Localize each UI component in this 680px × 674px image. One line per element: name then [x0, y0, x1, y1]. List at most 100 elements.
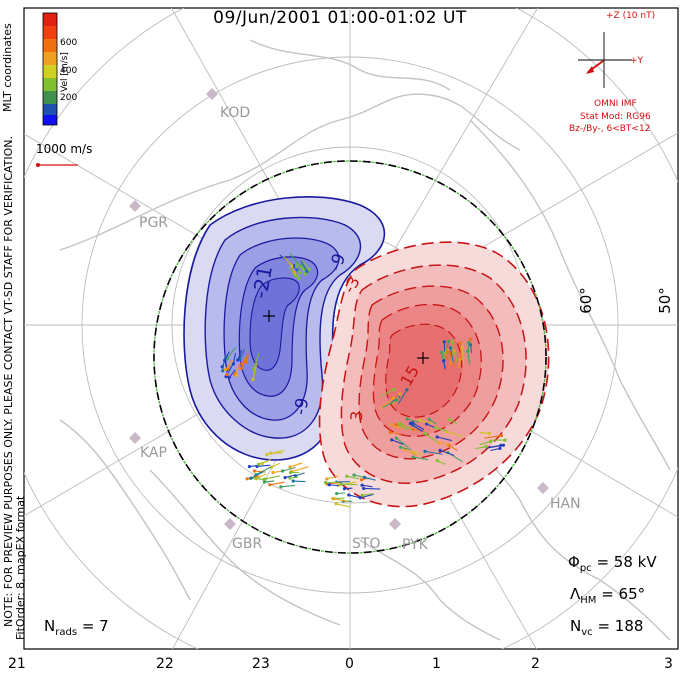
velocity-vector-origin [271, 470, 275, 475]
velocity-vector [397, 389, 408, 405]
plot-frame [23, 7, 679, 650]
velocity-vector [336, 503, 350, 508]
velocity-vector-origin [425, 422, 429, 426]
velocity-vector-origin [268, 483, 272, 487]
velocity-vector-origin [303, 272, 307, 276]
velocity-vector [360, 493, 374, 499]
velocity-vector-origin [388, 430, 392, 434]
velocity-vector-origin [423, 431, 428, 436]
velocity-vector-origin [446, 350, 450, 354]
velocity-vector [490, 447, 501, 452]
velocity-vector-origin [437, 440, 441, 445]
velocity-vector-origin [291, 479, 295, 483]
velocity-vector-origin [342, 487, 347, 491]
velocity-vector-origin [499, 434, 504, 438]
velocity-vector [326, 475, 339, 480]
velocity-vector [412, 451, 423, 455]
velocity-vector [382, 399, 397, 408]
velocity-vector-origin [442, 340, 446, 344]
imf-dial [578, 32, 632, 88]
velocity-vector-origin [359, 478, 364, 482]
velocity-vector [255, 466, 272, 476]
velocity-vector-origin [298, 271, 302, 275]
velocity-vector [389, 431, 402, 436]
station-label-kap: KAP [140, 445, 167, 461]
mlt-tick-0: 0 [345, 656, 354, 672]
velocity-vector-origin [394, 423, 398, 427]
velocity-vector [240, 357, 246, 369]
velocity-vector-origin [411, 421, 415, 425]
velocity-vector-origin [269, 451, 273, 455]
velocity-vector [459, 343, 463, 360]
mlt-coordinates-label: MLT coordinates [1, 23, 14, 112]
velocity-vector [475, 446, 487, 450]
color-bar [42, 12, 58, 126]
velocity-vector-origin [236, 358, 240, 362]
velocity-vector [282, 466, 296, 472]
contour-label-3: 3 [346, 410, 367, 422]
velocity-vector [362, 484, 373, 488]
station-label-pgr: PGR [139, 215, 169, 231]
mlt-tick-22: 22 [156, 656, 174, 672]
velocity-vector [252, 363, 258, 380]
velocity-vector-origin [265, 452, 269, 457]
velocity-vector-origin [225, 373, 229, 377]
velocity-vector [353, 474, 365, 478]
velocity-vector-origin [398, 421, 402, 425]
imf-model: Stat Mod: RG96 [580, 112, 651, 122]
velocity-vector-origin [458, 357, 462, 361]
velocity-vector-origin [408, 421, 412, 426]
imf-z-label: +Z (10 nT) [606, 11, 656, 21]
velocity-vector-origin [335, 491, 339, 496]
velocity-vector-origin [331, 497, 335, 501]
imf-condition: Bz-/By-, 6<BT<12 [569, 124, 651, 134]
velocity-vector-origin [262, 480, 267, 484]
velocity-vector-origin [423, 449, 427, 453]
velocity-vector-origin [405, 417, 409, 421]
station-label-kod: KOD [220, 105, 251, 121]
velocity-vector [485, 444, 501, 449]
velocity-vector [255, 473, 267, 480]
velocity-vector-origin [450, 339, 455, 343]
velocity-vector-origin [279, 485, 283, 489]
velocity-vector-origin [360, 493, 364, 497]
velocity-vector-origin [434, 426, 438, 430]
velocity-vector [250, 477, 268, 481]
velocity-vector-origin [305, 269, 309, 273]
velocity-vector-origin [498, 446, 502, 451]
velocity-vector-origin [325, 477, 329, 481]
velocity-vector [379, 397, 394, 410]
velocity-vector [419, 419, 433, 425]
velocity-vector-origin [227, 375, 231, 380]
mlt-tick-2: 2 [531, 656, 540, 672]
velocity-vector [256, 464, 271, 467]
velocity-vector-origin [362, 475, 367, 479]
velocity-vector-origin [427, 417, 431, 421]
velocity-vector [293, 480, 306, 483]
page-title: 09/Jun/2001 01:00-01:02 UT [213, 8, 467, 28]
velocity-vector [379, 389, 395, 398]
velocity-vector-origin [398, 392, 402, 396]
velocity-vector [289, 462, 303, 468]
velocity-vector-origin [327, 483, 332, 487]
velocity-vector-origin [389, 422, 393, 427]
velocity-vector [226, 346, 236, 360]
velocity-vector-origin [435, 435, 439, 439]
latitude-label-50: 50° [655, 287, 674, 314]
velocity-vector-origin [283, 475, 287, 480]
velocity-vector [363, 487, 381, 490]
velocity-vector-origin [439, 350, 444, 354]
velocity-vector-origin [411, 427, 415, 432]
velocity-vector [424, 450, 443, 455]
velocity-vector-origin [223, 358, 227, 362]
velocity-vector-origin [438, 448, 442, 452]
velocity-vector-origin [256, 462, 261, 466]
velocity-vector-origin [221, 369, 225, 373]
velocity-vector [451, 341, 454, 356]
velocity-vector-origin [442, 358, 446, 363]
velocity-vector [400, 446, 412, 451]
velocity-vector-origin [293, 271, 297, 275]
velocity-vector [461, 347, 465, 365]
velocity-vector-origin [394, 436, 398, 440]
